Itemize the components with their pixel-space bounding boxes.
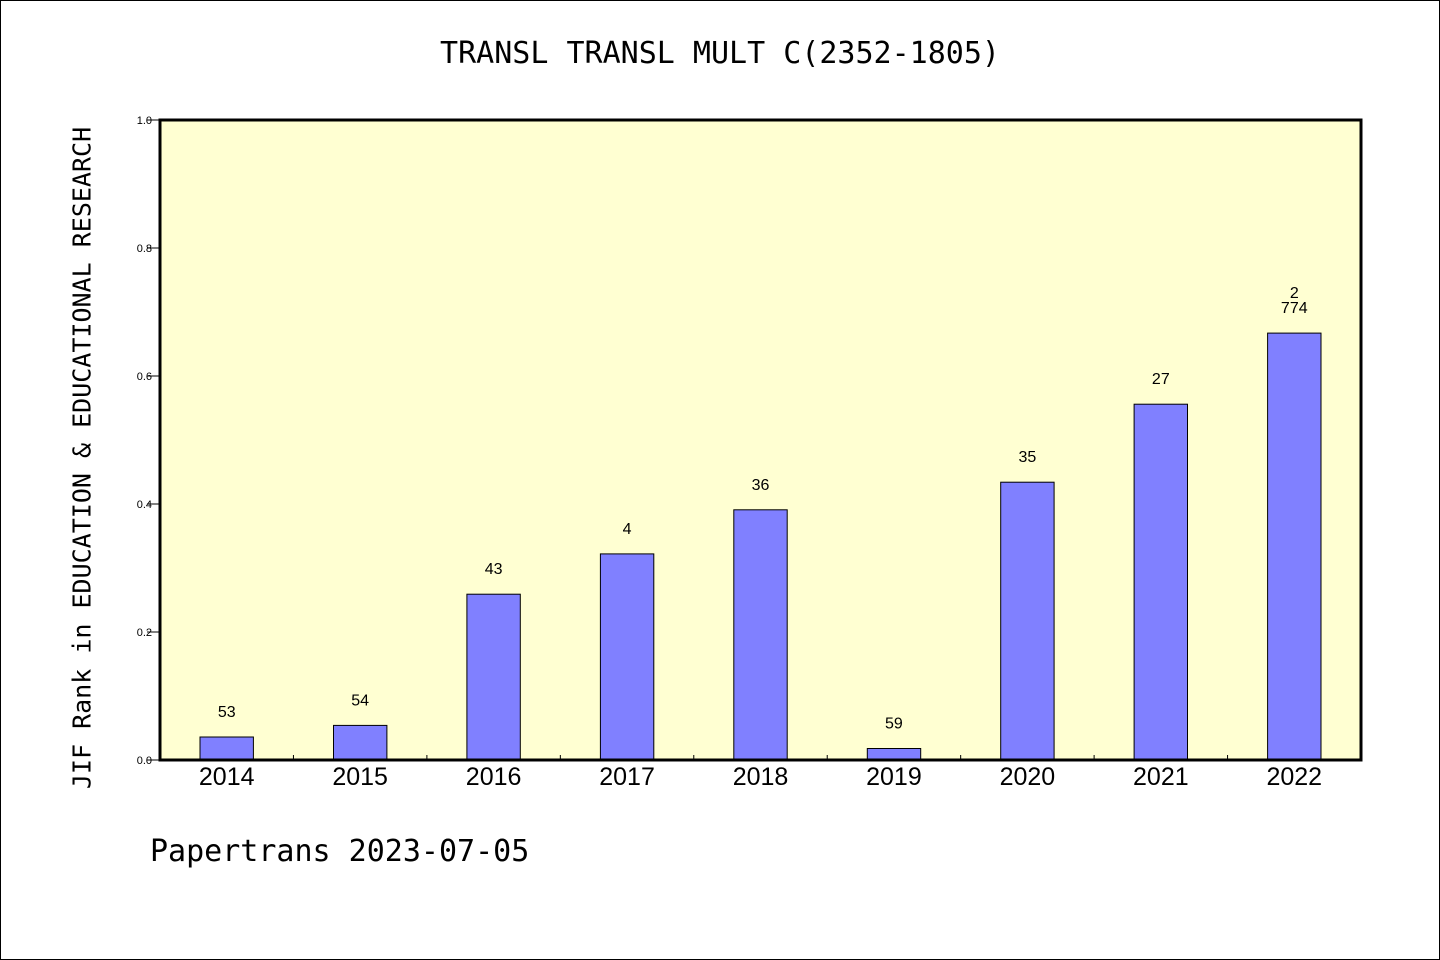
y-tick-label: 0.4 [137,499,152,511]
bar-2022 [1267,332,1322,761]
data-label: 53 [218,704,236,721]
y-tick-label: 0.6 [137,371,152,383]
x-tick-label: 2022 [1266,763,1322,791]
x-tick-label: 2015 [332,763,388,791]
x-tick-label: 2019 [866,763,922,791]
data-label: 54 [351,692,369,709]
y-tick-label: 0.8 [137,243,152,255]
data-label: 774 [1281,300,1308,317]
data-label: 27 [1152,371,1170,388]
x-tick-label: 2014 [199,763,255,791]
x-tick-label: 2016 [466,763,522,791]
bar-2016 [466,593,521,761]
data-label: 35 [1018,449,1036,466]
data-label: 36 [752,477,770,494]
y-tick-label: 0.2 [137,627,152,639]
bar-2014 [199,736,254,761]
bar-2021 [1133,403,1188,761]
y-tick-label: 0.0 [137,755,152,767]
data-label: 2 [1290,285,1299,302]
data-label: 4 [623,521,632,538]
plot-border [158,118,1363,762]
bar-2020 [1000,481,1055,761]
chart-title: TRANSL TRANSL MULT C(2352-1805) [440,36,1000,71]
y-tick-label: 1.0 [137,115,152,127]
footer-credit: Papertrans 2023-07-05 [150,834,530,869]
x-tick-label: 2017 [599,763,655,791]
bar-2018 [733,509,788,761]
data-label: 59 [885,715,903,732]
x-tick-label: 2021 [1133,763,1189,791]
bar-2019 [866,748,922,761]
data-label: 43 [485,561,503,578]
bar-2015 [333,724,388,761]
x-tick-label: 2018 [733,763,789,791]
x-tick-label: 2020 [1000,763,1056,791]
bar-2017 [599,553,655,761]
